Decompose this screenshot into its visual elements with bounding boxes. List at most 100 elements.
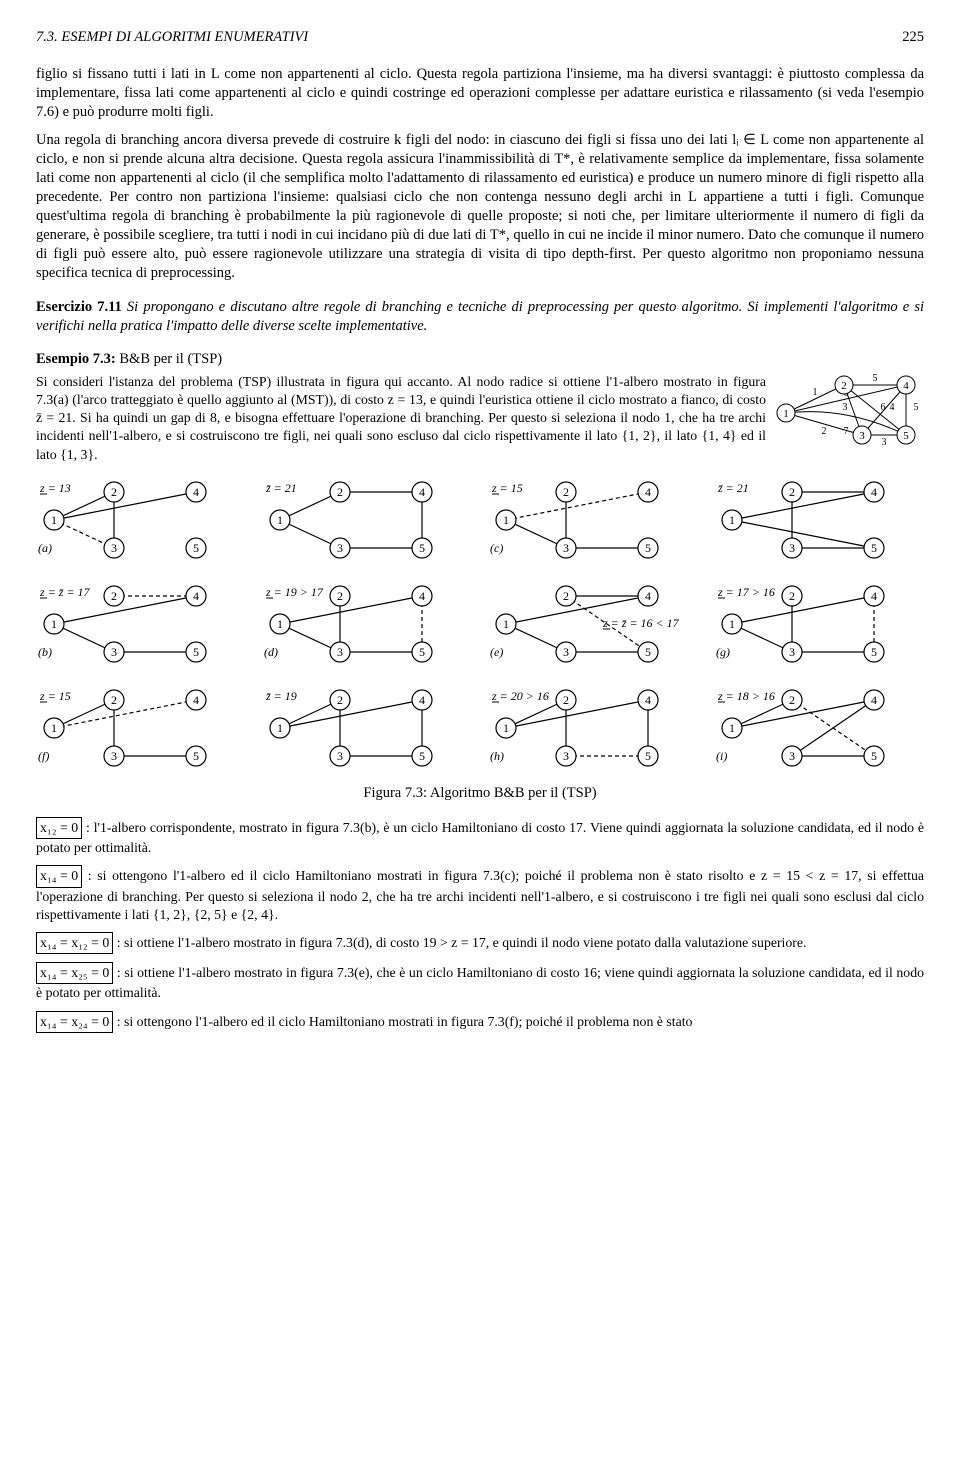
note-box: x₁₂ = 0 <box>36 817 82 839</box>
svg-text:2: 2 <box>789 693 795 707</box>
svg-text:2: 2 <box>563 693 569 707</box>
svg-text:2: 2 <box>337 485 343 499</box>
svg-text:5: 5 <box>419 749 425 763</box>
svg-text:5: 5 <box>193 645 199 659</box>
svg-text:4: 4 <box>193 485 199 499</box>
svg-text:1: 1 <box>503 617 509 631</box>
svg-text:4: 4 <box>193 589 199 603</box>
svg-text:5: 5 <box>419 645 425 659</box>
graph-cell: 12345z̄ = 21 <box>262 478 472 568</box>
svg-text:1: 1 <box>783 408 789 420</box>
svg-text:4: 4 <box>193 693 199 707</box>
exercise-label: Esercizio 7.11 <box>36 299 122 315</box>
note-box: x₁₄ = x₂₅ = 0 <box>36 962 113 984</box>
svg-text:3: 3 <box>843 402 848 413</box>
example-header: Esempio 7.3: B&B per il (TSP) <box>36 350 924 369</box>
svg-text:3: 3 <box>859 430 865 442</box>
note-text: : si ottiene l'1-albero mostrato in figu… <box>36 965 924 1000</box>
graph-cell: 12345z = 18 > 16(i) <box>714 686 924 776</box>
note-text: : l'1-albero corrispondente, mostrato in… <box>36 820 924 855</box>
figure-caption: Figura 7.3: Algoritmo B&B per il (TSP) <box>36 784 924 803</box>
graph-cell: 12345z = 17 > 16(g) <box>714 582 924 672</box>
svg-text:1: 1 <box>503 721 509 735</box>
graph-cell: 1 2 3 4 5 z = z̄ = 17 (b) <box>36 582 246 672</box>
svg-text:2: 2 <box>111 693 117 707</box>
graph-cell: 12345z = 15(c) <box>488 478 698 568</box>
svg-text:3: 3 <box>789 645 795 659</box>
svg-text:z = 15: z = 15 <box>491 481 523 495</box>
svg-text:(b): (b) <box>38 645 52 659</box>
svg-text:7: 7 <box>844 426 849 437</box>
svg-text:3: 3 <box>337 541 343 555</box>
graph-cell: 12345z = 15(f) <box>36 686 246 776</box>
svg-text:5: 5 <box>903 430 909 442</box>
note-text: : si ottengono l'1-albero ed il ciclo Ha… <box>36 868 924 921</box>
svg-text:3: 3 <box>111 541 117 555</box>
svg-text:1: 1 <box>51 617 57 631</box>
example-title: B&B per il (TSP) <box>119 351 222 367</box>
branching-notes: x₁₂ = 0 : l'1-albero corrispondente, mos… <box>36 817 924 1033</box>
svg-text:3: 3 <box>789 749 795 763</box>
svg-text:z = 18 > 16: z = 18 > 16 <box>717 689 775 703</box>
svg-text:4: 4 <box>645 693 651 707</box>
note-line: x₁₄ = x₁₂ = 0 : si ottiene l'1-albero mo… <box>36 932 924 954</box>
paragraph-2: Una regola di branching ancora diversa p… <box>36 131 924 284</box>
svg-text:z̄ = 19: z̄ = 19 <box>265 689 297 703</box>
svg-text:5: 5 <box>645 541 651 555</box>
svg-text:4: 4 <box>890 402 895 413</box>
svg-text:(e): (e) <box>490 645 503 659</box>
svg-text:3: 3 <box>563 749 569 763</box>
svg-text:z = 20 > 16: z = 20 > 16 <box>491 689 549 703</box>
svg-text:z = z̄ = 16 < 17: z = z̄ = 16 < 17 <box>602 616 680 630</box>
graphs-grid: 12345z = 13(a)12345z̄ = 2112345z = 15(c)… <box>36 478 924 776</box>
svg-text:5: 5 <box>193 541 199 555</box>
note-line: x₁₂ = 0 : l'1-albero corrispondente, mos… <box>36 817 924 857</box>
graph-cell: 12345z = 19 > 17(d) <box>262 582 472 672</box>
graph-cell: 12345z = 20 > 16(h) <box>488 686 698 776</box>
svg-text:2: 2 <box>337 589 343 603</box>
instance-graph: 126735643512345 <box>774 373 924 453</box>
exercise-block: Esercizio 7.11 Si propongano e discutano… <box>36 298 924 336</box>
svg-text:4: 4 <box>903 380 909 392</box>
svg-text:1: 1 <box>277 617 283 631</box>
svg-text:3: 3 <box>563 541 569 555</box>
graph-cell: 12345z̄ = 21 <box>714 478 924 568</box>
svg-text:1: 1 <box>51 721 57 735</box>
svg-text:1: 1 <box>813 387 818 398</box>
svg-text:1: 1 <box>51 513 57 527</box>
svg-text:z = 15: z = 15 <box>39 689 71 703</box>
svg-text:1: 1 <box>729 513 735 527</box>
graph-cell: 12345z̄ = 19 <box>262 686 472 776</box>
svg-text:(f): (f) <box>38 749 49 763</box>
example-block: Si consideri l'istanza del problema (TSP… <box>36 373 924 464</box>
graph-cell: 12345z = 13(a) <box>36 478 246 568</box>
example-text: Si consideri l'istanza del problema (TSP… <box>36 373 766 464</box>
svg-text:4: 4 <box>419 485 425 499</box>
page-header: 7.3. ESEMPI DI ALGORITMI ENUMERATIVI 225 <box>36 28 924 47</box>
svg-text:1: 1 <box>729 721 735 735</box>
note-box: x₁₄ = x₂₄ = 0 <box>36 1011 113 1033</box>
svg-text:4: 4 <box>419 693 425 707</box>
svg-text:5: 5 <box>871 645 877 659</box>
svg-text:(h): (h) <box>490 749 504 763</box>
svg-text:z̄ = 21: z̄ = 21 <box>717 481 749 495</box>
body-paragraphs: figlio si fissano tutti i lati in L come… <box>36 65 924 283</box>
svg-text:2: 2 <box>111 485 117 499</box>
svg-text:5: 5 <box>193 749 199 763</box>
svg-text:z = 13: z = 13 <box>39 481 71 495</box>
svg-text:2: 2 <box>111 589 117 603</box>
svg-text:4: 4 <box>645 589 651 603</box>
note-box: x₁₄ = x₁₂ = 0 <box>36 932 113 954</box>
paragraph-1: figlio si fissano tutti i lati in L come… <box>36 65 924 122</box>
page-number: 225 <box>902 28 924 47</box>
svg-text:2: 2 <box>822 426 827 437</box>
svg-text:3: 3 <box>111 645 117 659</box>
note-line: x₁₄ = x₂₄ = 0 : si ottengono l'1-albero … <box>36 1011 924 1033</box>
svg-text:4: 4 <box>871 693 877 707</box>
svg-text:2: 2 <box>789 589 795 603</box>
svg-text:5: 5 <box>873 373 878 384</box>
svg-text:3: 3 <box>882 437 887 448</box>
svg-text:4: 4 <box>419 589 425 603</box>
svg-text:z = z̄ = 17: z = z̄ = 17 <box>39 585 91 599</box>
svg-text:1: 1 <box>503 513 509 527</box>
